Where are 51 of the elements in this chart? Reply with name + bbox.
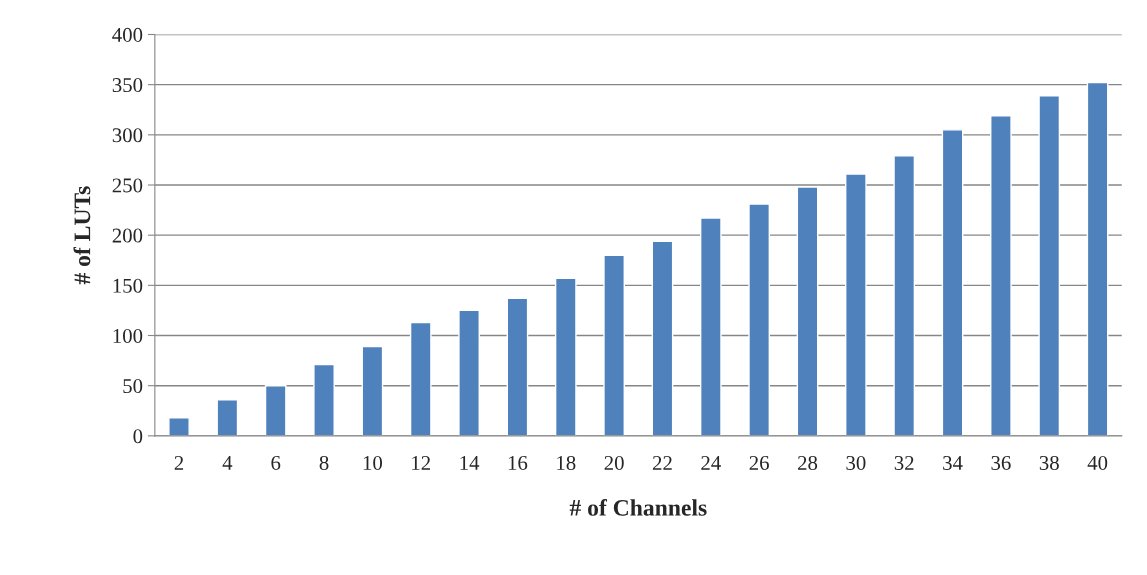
bar: [893, 155, 916, 436]
bar: [748, 203, 771, 436]
x-tick-label: 22: [652, 455, 672, 470]
x-tick-label: 4: [222, 456, 233, 470]
bar: [168, 417, 190, 436]
y-tick-label: 400: [112, 27, 143, 42]
y-tick-label: 150: [113, 278, 143, 293]
bar: [990, 115, 1012, 436]
y-tick-label: 300: [112, 128, 143, 143]
x-tick-label: 6: [271, 455, 281, 470]
x-tick-label: 8: [319, 455, 329, 470]
x-axis-title: # of Channels: [569, 498, 707, 516]
x-tick-label: 38: [1039, 455, 1059, 470]
bar: [603, 254, 625, 436]
bar: [651, 240, 674, 436]
bar: [1086, 81, 1109, 436]
x-tick-label: 12: [412, 455, 431, 470]
bar: [554, 277, 577, 436]
y-tick-label: 50: [123, 379, 143, 394]
bar: [796, 186, 819, 436]
bar: [1038, 95, 1061, 436]
x-tick-label: 2: [174, 455, 184, 470]
x-tick-label: 10: [363, 455, 383, 470]
x-tick-label: 24: [701, 455, 721, 470]
x-tick-label: 36: [991, 455, 1011, 470]
x-tick-label: 20: [604, 455, 624, 470]
bar: [845, 173, 867, 436]
y-tick-label: 200: [112, 228, 143, 243]
bar: [313, 363, 335, 436]
y-axis-title: # of LUTs: [73, 186, 91, 285]
y-tick-label: 0: [133, 429, 143, 444]
bar: [506, 297, 529, 436]
x-tick-label: 16: [508, 455, 528, 470]
bar: [699, 217, 722, 436]
bar: [458, 309, 480, 436]
x-tick-label: 14: [460, 456, 480, 470]
bar: [361, 345, 384, 436]
x-tick-label: 28: [798, 455, 818, 470]
bar: [216, 399, 239, 436]
bar: [409, 321, 432, 436]
bar: [941, 129, 964, 436]
bar: [264, 384, 287, 436]
x-tick-label: 34: [943, 455, 963, 470]
y-tick-label: 250: [112, 178, 143, 193]
y-tick-label: 100: [113, 328, 143, 343]
x-tick-label: 26: [749, 455, 769, 470]
x-tick-label: 32: [894, 455, 914, 470]
x-tick-label: 30: [846, 455, 866, 470]
x-tick-label: 40: [1087, 455, 1108, 470]
y-tick-label: 350: [112, 78, 143, 93]
x-tick-label: 18: [557, 455, 576, 470]
